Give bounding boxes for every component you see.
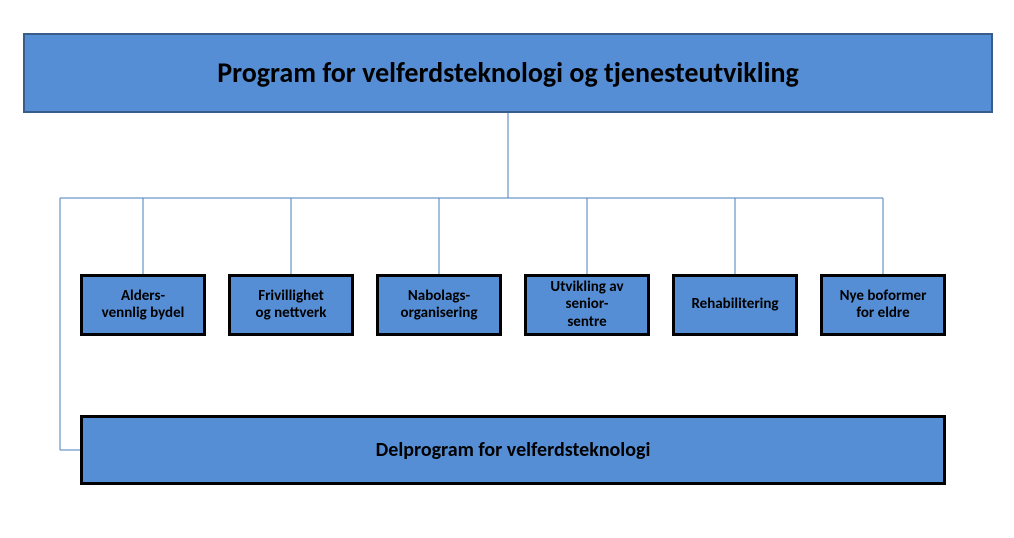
child-box-5: Nye boformer for eldre: [820, 274, 946, 336]
child-box-2-label: Nabolags- organisering: [395, 288, 484, 323]
sub-box-label: Delprogram for velferdsteknologi: [370, 439, 657, 462]
title-box: Program for velferdsteknologi og tjenest…: [23, 33, 993, 113]
child-box-0: Alders- vennlig bydel: [80, 274, 206, 336]
child-box-2: Nabolags- organisering: [376, 274, 502, 336]
child-box-4-label: Rehabilitering: [685, 296, 784, 313]
title-box-label: Program for velferdsteknologi og tjenest…: [211, 57, 805, 89]
child-box-3-label: Utvikling av senior- sentre: [544, 279, 629, 331]
child-box-3: Utvikling av senior- sentre: [524, 274, 650, 336]
child-box-1: Frivillighet og nettverk: [228, 274, 354, 336]
child-box-4: Rehabilitering: [672, 274, 798, 336]
sub-box: Delprogram for velferdsteknologi: [80, 415, 946, 485]
diagram-canvas: Program for velferdsteknologi og tjenest…: [0, 0, 1014, 538]
child-box-5-label: Nye boformer for eldre: [834, 288, 933, 323]
child-box-1-label: Frivillighet og nettverk: [250, 288, 333, 323]
child-box-0-label: Alders- vennlig bydel: [96, 288, 191, 323]
